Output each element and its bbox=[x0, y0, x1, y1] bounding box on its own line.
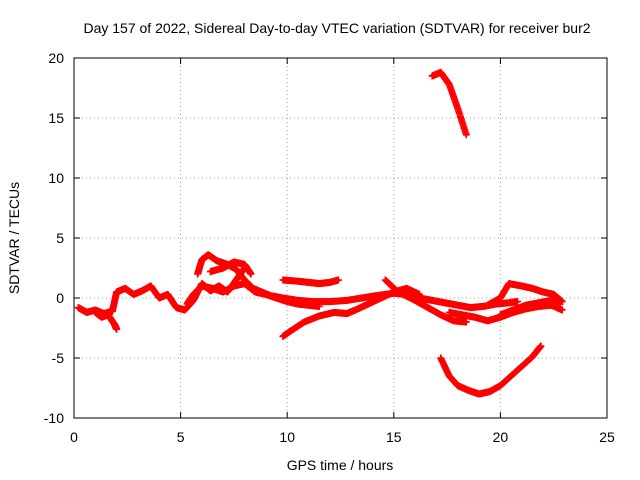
series-track-h bbox=[381, 276, 470, 326]
series-track-b bbox=[91, 308, 121, 333]
data-point bbox=[462, 131, 470, 139]
series-track-m bbox=[496, 296, 564, 319]
x-tick-label: 15 bbox=[386, 429, 402, 445]
grid-lines bbox=[74, 58, 607, 418]
y-tick-label: 20 bbox=[48, 50, 64, 66]
data-point bbox=[415, 290, 423, 298]
y-tick-label: -10 bbox=[44, 410, 64, 426]
x-axis-label: GPS time / hours bbox=[287, 457, 394, 473]
data-point bbox=[247, 270, 255, 278]
x-tick-label: 10 bbox=[279, 429, 295, 445]
y-tick-label: -5 bbox=[52, 350, 65, 366]
y-tick-label: 10 bbox=[48, 170, 64, 186]
data-point bbox=[556, 300, 564, 308]
y-tick-label: 5 bbox=[56, 230, 64, 246]
series-track-d bbox=[183, 280, 323, 310]
series-track-e bbox=[206, 258, 255, 278]
series-track-f bbox=[279, 276, 342, 288]
series-track-j bbox=[437, 342, 545, 398]
data-point bbox=[315, 302, 323, 310]
x-tick-label: 25 bbox=[599, 429, 615, 445]
y-axis-label: SDTVAR / TECUs bbox=[6, 182, 22, 294]
data-point bbox=[462, 318, 470, 326]
data-markers bbox=[74, 68, 566, 398]
data-point bbox=[113, 325, 121, 333]
chart-title: Day 157 of 2022, Sidereal Day-to-day VTE… bbox=[83, 20, 590, 36]
y-tick-label: 15 bbox=[48, 110, 64, 126]
axis-ticks: 0 5 10 15 20 25 -10 -5 0 5 10 15 20 bbox=[44, 50, 615, 445]
x-tick-label: 20 bbox=[493, 429, 509, 445]
series-track-i bbox=[428, 68, 470, 139]
y-tick-label: 0 bbox=[56, 290, 64, 306]
data-point bbox=[537, 342, 545, 350]
data-point bbox=[513, 298, 521, 306]
x-tick-label: 0 bbox=[70, 429, 78, 445]
data-point bbox=[334, 276, 342, 284]
x-tick-label: 5 bbox=[177, 429, 185, 445]
series-track-l bbox=[484, 280, 566, 309]
data-point bbox=[558, 306, 566, 314]
